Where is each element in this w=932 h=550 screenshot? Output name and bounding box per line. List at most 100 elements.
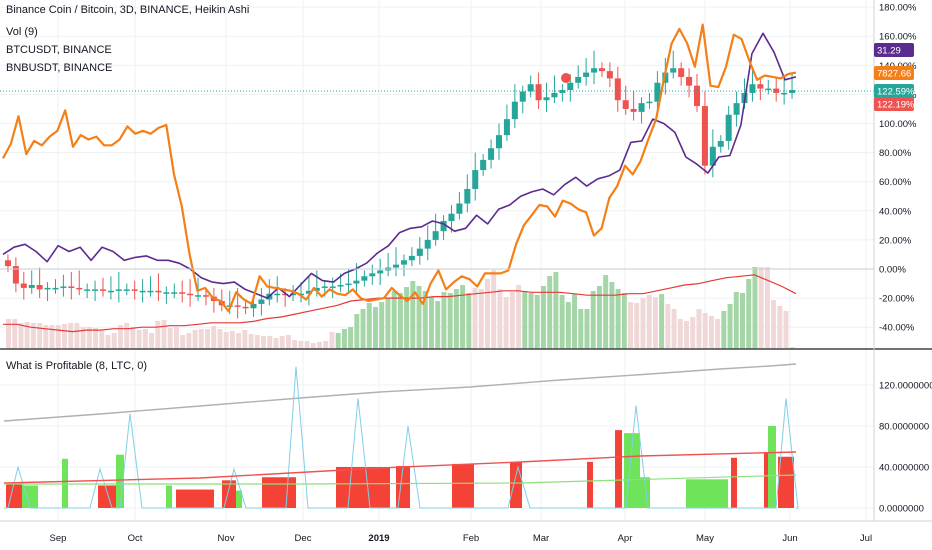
volume-bar (261, 336, 267, 349)
volume-bar (771, 300, 777, 349)
price-axis-label: 100.00% (879, 119, 917, 130)
indicator-axis-label: 80.0000000 (879, 422, 929, 433)
volume-bar (211, 326, 217, 349)
volume-bar (68, 323, 74, 349)
candle-body (123, 289, 130, 291)
volume-bar (572, 294, 578, 349)
volume-bar (323, 341, 329, 349)
bnbusdt-line (2, 23, 797, 313)
price-axis-label: 0.00% (879, 265, 906, 276)
candle-body (717, 140, 724, 147)
indicator-ma-red (3, 451, 797, 484)
candle-body (646, 101, 653, 104)
candle-body (408, 255, 415, 261)
volume-bar (24, 322, 30, 349)
candle-body (313, 287, 320, 291)
indicator-bar-green (236, 490, 242, 508)
candle-body (638, 103, 645, 112)
indicator-bar-green (116, 454, 124, 508)
volume-bar (516, 285, 522, 349)
price-axis-label: 60.00% (879, 177, 912, 188)
candle-body (28, 285, 35, 288)
volume-bar (298, 341, 304, 349)
volume-bar (789, 347, 795, 349)
volume-bar (80, 327, 86, 349)
volume-bar (124, 323, 130, 349)
candle-body (60, 286, 67, 288)
volume-bar (764, 267, 770, 349)
price-axis-label: 160.00% (879, 32, 917, 43)
price-axis-label: 40.00% (879, 206, 912, 217)
volume-bar (366, 303, 372, 349)
candle-body (329, 286, 336, 288)
candle-body (76, 287, 83, 290)
volume-bar (279, 336, 285, 349)
indicator-bar-green (686, 479, 728, 508)
volume-bar (192, 330, 198, 349)
indicator-axis-label: 40.0000000 (879, 463, 929, 474)
volume-bar (117, 325, 123, 349)
candle-body (99, 289, 107, 291)
candle-body (353, 280, 360, 284)
volume-bar (733, 292, 739, 349)
volume-bar (422, 291, 428, 349)
candle-body (400, 260, 407, 265)
volume-bar (702, 313, 708, 349)
candle-body (480, 159, 487, 171)
volume-bar (373, 307, 378, 349)
close-price-tag: 122.19% (877, 100, 915, 111)
bnb-compare-legend[interactable]: BNBUSDT, BINANCE (6, 62, 113, 74)
volume-bar (248, 334, 254, 349)
btc-compare-legend[interactable]: BTCUSDT, BINANCE (6, 44, 112, 56)
candle-body (345, 283, 352, 286)
current-price-tag: 122.59% (877, 87, 915, 98)
candle-body (773, 88, 780, 93)
indicator-bar-red (262, 477, 296, 508)
indicator-bar-red (731, 457, 737, 508)
time-axis-label: Jul (860, 533, 872, 544)
volume-bar (254, 335, 260, 349)
candle-body (84, 289, 91, 291)
candle-body (416, 248, 423, 256)
volume-bar (12, 319, 18, 349)
indicator-bar-green (166, 485, 172, 508)
candle-body (456, 203, 463, 214)
volume-bar (615, 289, 621, 349)
volume-bar (671, 309, 677, 349)
volume-bar (509, 292, 515, 349)
candle-body (551, 92, 558, 98)
time-axis-label: Apr (618, 533, 633, 544)
candle-body (519, 91, 526, 102)
price-axis-label: 180.00% (879, 3, 917, 14)
volume-bar (783, 311, 789, 349)
candle-body (179, 292, 186, 294)
indicator-bar-green (768, 426, 776, 508)
candle-body (757, 84, 764, 89)
volume-bar (540, 286, 546, 349)
candle-body (709, 146, 716, 166)
volume-bar (547, 276, 553, 349)
candle-body (686, 76, 693, 86)
price-axis-label: 80.00% (879, 148, 912, 159)
bnb-price-tag-bg (874, 66, 914, 80)
volume-bar (553, 272, 559, 349)
price-axis-label: -40.00% (879, 323, 915, 334)
volume-bar (379, 302, 385, 349)
volume-bar (441, 292, 447, 349)
time-axis-label: Oct (128, 533, 143, 544)
volume-bar (478, 289, 484, 349)
volume-bar (360, 309, 366, 349)
price-axis-label: -20.00% (879, 294, 915, 305)
volume-bar (596, 286, 602, 349)
indicator-bar-green (640, 477, 650, 508)
candle-body (115, 289, 122, 291)
candle-body (171, 292, 178, 294)
volume-bar (447, 293, 453, 349)
volume-bar (105, 335, 111, 349)
volume-bar (86, 327, 92, 349)
volume-bar (777, 306, 783, 349)
indicator-bar-red (452, 463, 474, 508)
candle-body (195, 295, 202, 297)
volume-bar (404, 287, 410, 349)
